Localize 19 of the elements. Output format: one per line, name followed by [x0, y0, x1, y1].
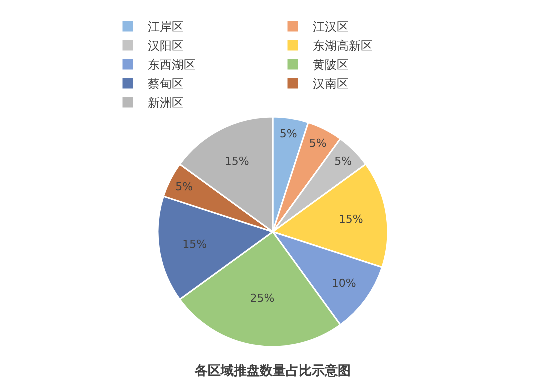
data-label: 5% [176, 180, 194, 194]
legend-label: 东湖高新区 [313, 39, 373, 54]
text: 各区域推盘数量占比示意图 [194, 363, 351, 379]
legend-label: 汉阳区 [148, 39, 184, 54]
data-label: 10% [332, 277, 356, 290]
legend-label: 蔡甸区 [148, 77, 184, 92]
legend-label: 江岸区 [148, 20, 184, 34]
data-label: 5% [309, 136, 327, 150]
data-label: 15% [182, 238, 208, 251]
legend-label: 黄陂区 [313, 58, 349, 72]
data-label: 5% [280, 127, 298, 140]
legend-label: 江汉区 [313, 20, 349, 34]
data-label: 25% [250, 292, 275, 306]
legend-label: 汉南区 [313, 77, 349, 92]
data-label: 15% [224, 155, 250, 168]
legend-label: 新洲区 [148, 96, 184, 110]
data-label: 5% [334, 155, 352, 168]
legend-label: 东西湖区 [148, 58, 196, 72]
data-label: 15% [338, 213, 364, 226]
